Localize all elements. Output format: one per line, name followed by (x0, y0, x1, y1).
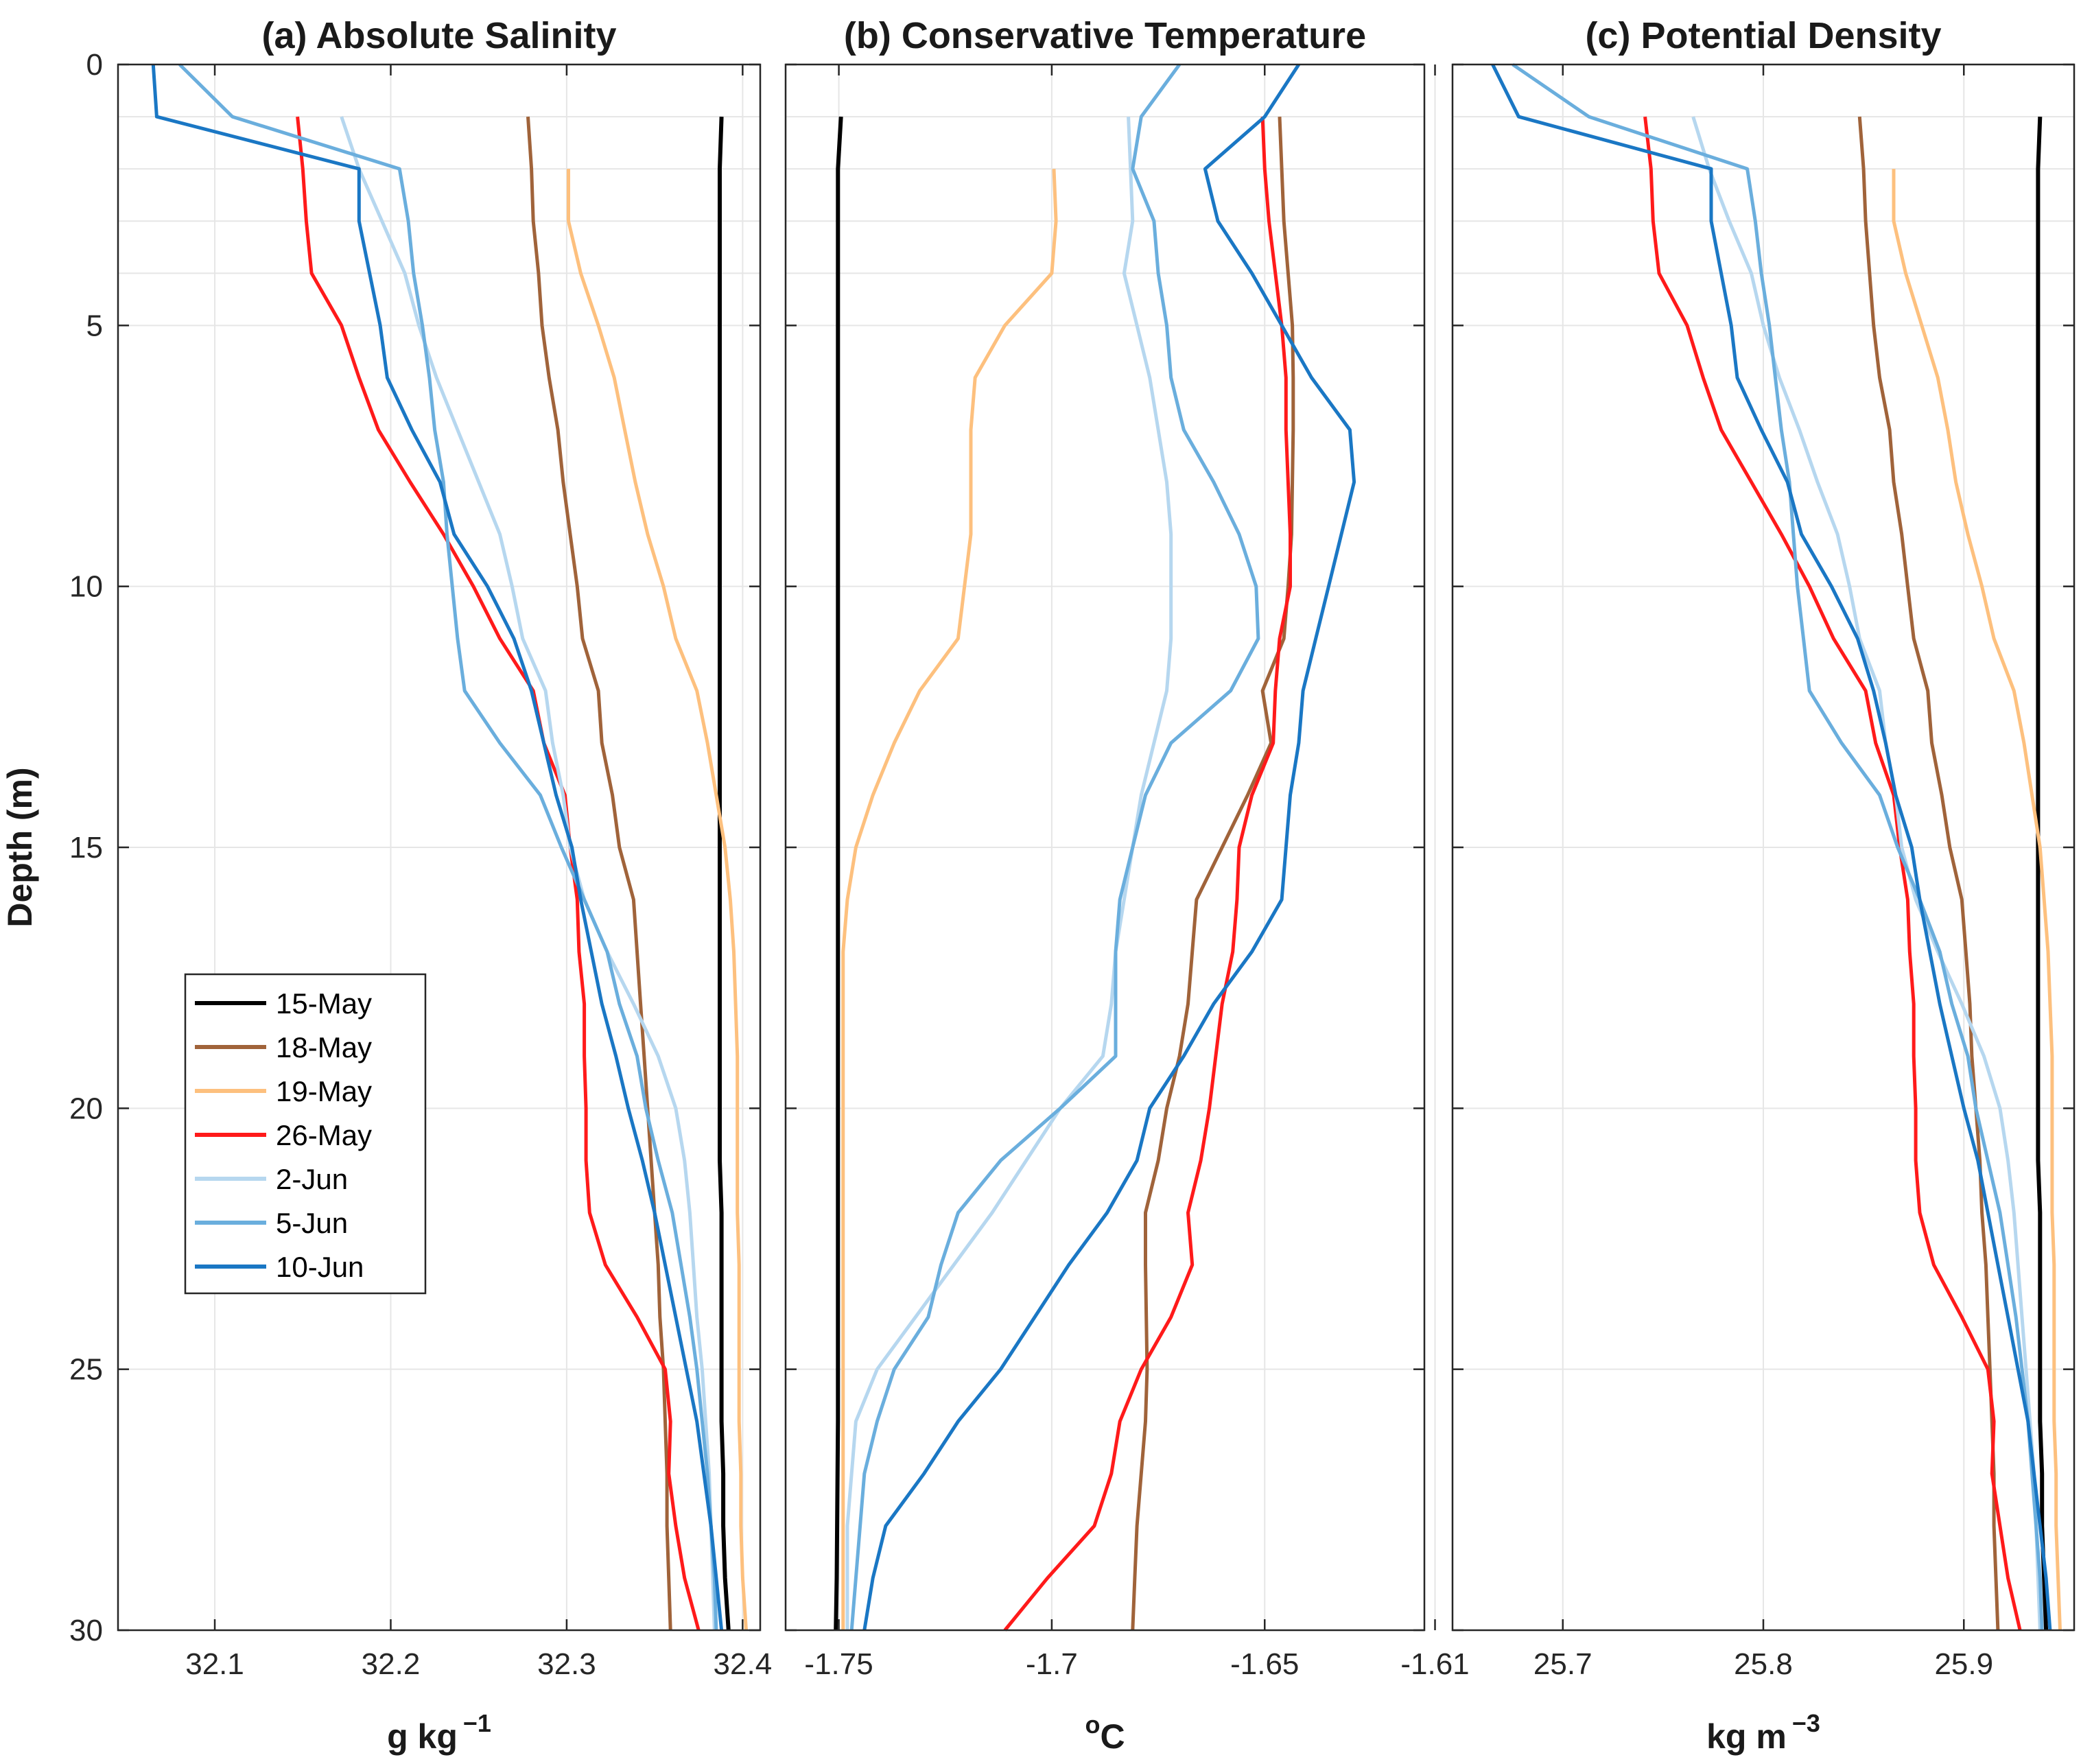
series-line-19-may (567, 169, 748, 1631)
series-line-26-may (1643, 116, 2022, 1631)
series-line-15-may (834, 116, 843, 1631)
legend-label: 10-Jun (276, 1251, 364, 1283)
legend-label: 2-Jun (276, 1163, 348, 1195)
series-line-15-may (718, 116, 731, 1631)
legend-label: 26-May (276, 1119, 372, 1151)
panel-2: -1.75 -1.7 -1.65 -1.61 (b) Conservative Temp… (784, 15, 1470, 1756)
series-line-5-jun (1512, 62, 2044, 1631)
x-tick-label: 32.3 (537, 1647, 596, 1681)
y-tick-label: 15 (69, 831, 103, 865)
x-axis-label-base: g kg (387, 1717, 458, 1756)
series-line-10-jun (862, 63, 1356, 1631)
x-axis-label-sup: o (1085, 1710, 1100, 1739)
series-line-5-jun (849, 63, 1260, 1631)
panel-3: 25.7 25.8 25.9 (c) Potential Density kg m −3 (1451, 15, 2076, 1756)
x-axis-label-sup: −3 (1792, 1709, 1820, 1737)
x-tick-label: -1.65 (1230, 1647, 1299, 1681)
y-tick-label: 5 (86, 309, 103, 342)
series-line-5-jun (178, 63, 718, 1631)
series-line-18-may (1131, 116, 1295, 1631)
x-tick-label: -1.7 (1026, 1647, 1078, 1681)
x-tick-label: -1.75 (804, 1647, 873, 1681)
panel-title: (c) Potential Density (1585, 15, 1941, 56)
panel-title: (a) Absolute Salinity (261, 15, 616, 56)
y-tick-label: 25 (69, 1353, 103, 1387)
x-tick-label: 25.9 (1934, 1647, 1993, 1681)
x-tick-label: -1.61 (1400, 1647, 1469, 1681)
x-tick-label: 25.8 (1734, 1647, 1793, 1681)
y-tick-label: 30 (69, 1614, 103, 1647)
x-tick-label: 32.4 (714, 1647, 773, 1681)
legend-label: 15-May (276, 987, 372, 1020)
panel-1: 0 5 10 15 20 25 30 32.1 32.2 32.3 32.4 (a) Absolute… (69, 15, 772, 1756)
series-line-19-may (1892, 169, 2062, 1631)
y-tick-label: 0 (86, 48, 103, 82)
x-axis-label-base: C (1100, 1717, 1125, 1756)
y-tick-label: 10 (69, 570, 103, 604)
series-line-15-may (2036, 116, 2049, 1631)
x-axis-label: g kg −1 (387, 1709, 491, 1756)
series-line-19-may (841, 168, 1058, 1630)
panel-title: (b) Conservative Temperature (844, 15, 1366, 56)
x-axis-label-sup: −1 (463, 1709, 491, 1737)
series-line-10-jun (151, 64, 724, 1631)
x-axis-label-base: kg m (1706, 1717, 1787, 1756)
legend-label: 19-May (276, 1075, 372, 1107)
y-axis-label: Depth (m) (1, 767, 39, 927)
legend-label: 5-Jun (276, 1207, 348, 1239)
x-axis-label: oC (1085, 1710, 1125, 1756)
series-line-10-jun (1491, 63, 2052, 1631)
series-line-2-jun (845, 116, 1173, 1630)
x-tick-label: 32.1 (185, 1647, 244, 1681)
legend: 15-May 18-May 19-May 26-May 2-Jun 5-Jun 10-Jun (184, 973, 427, 1295)
series-line-18-may (526, 116, 672, 1631)
legend-label: 18-May (276, 1031, 372, 1063)
series-line-26-may (1003, 116, 1292, 1632)
x-tick-label: 32.2 (362, 1647, 421, 1681)
x-tick-label: 25.7 (1533, 1647, 1592, 1681)
x-axis-label: kg m −3 (1706, 1709, 1820, 1756)
y-tick-label: 20 (69, 1092, 103, 1125)
y-axis-title-group: Depth (m) (1, 767, 39, 927)
